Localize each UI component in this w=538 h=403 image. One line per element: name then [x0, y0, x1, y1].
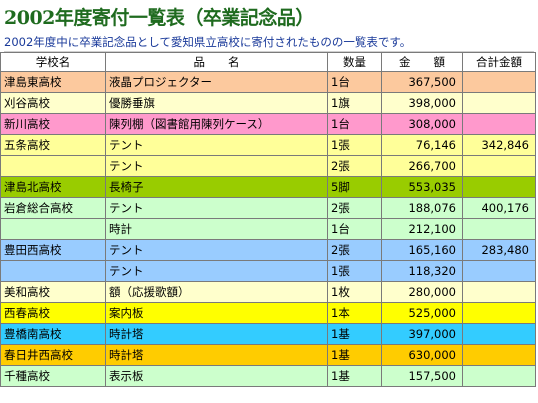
- cell-qty: 2張: [327, 197, 382, 219]
- cell-item: テント: [105, 155, 328, 177]
- table-row: 千種高校 表示板 1基 157,500: [0, 365, 536, 387]
- cell-item: 陳列棚（図書館用陳列ケース）: [105, 113, 328, 135]
- cell-school: [0, 260, 106, 282]
- cell-qty: 1旗: [327, 92, 382, 114]
- cell-qty: 1台: [327, 71, 382, 93]
- cell-item: 額（応援歌額）: [105, 281, 328, 303]
- cell-item: テント: [105, 239, 328, 261]
- cell-qty: 1台: [327, 113, 382, 135]
- cell-total: 342,846: [462, 134, 536, 156]
- cell-school: [0, 155, 106, 177]
- table-row: 時計 1台 212,100: [0, 218, 536, 240]
- cell-total: [462, 155, 536, 177]
- header-qty: 数量: [327, 52, 382, 72]
- cell-qty: 1枚: [327, 281, 382, 303]
- table-row: 美和高校 額（応援歌額） 1枚 280,000: [0, 281, 536, 303]
- cell-amount: 76,146: [381, 134, 463, 156]
- cell-total: [462, 176, 536, 198]
- cell-school: 豊田西高校: [0, 239, 106, 261]
- cell-total: [462, 365, 536, 387]
- cell-amount: 397,000: [381, 323, 463, 345]
- cell-school: 千種高校: [0, 365, 106, 387]
- cell-amount: 398,000: [381, 92, 463, 114]
- page-subtitle: 2002年度中に卒業記念品として愛知県立高校に寄付されたものの一覧表です。: [4, 33, 534, 52]
- cell-qty: 1本: [327, 302, 382, 324]
- cell-school: 五条高校: [0, 134, 106, 156]
- cell-amount: 212,100: [381, 218, 463, 240]
- cell-qty: 1基: [327, 344, 382, 366]
- table-row: テント 1張 118,320: [0, 260, 536, 282]
- table-row: テント 2張 266,700: [0, 155, 536, 177]
- cell-total: [462, 323, 536, 345]
- cell-school: 豊橋南高校: [0, 323, 106, 345]
- cell-school: 春日井西高校: [0, 344, 106, 366]
- cell-school: [0, 218, 106, 240]
- cell-qty: 1基: [327, 365, 382, 387]
- cell-total: [462, 260, 536, 282]
- header-total: 合計金額: [462, 52, 536, 72]
- cell-item: 表示板: [105, 365, 328, 387]
- cell-qty: 1張: [327, 260, 382, 282]
- page-title: 2002年度寄付一覧表（卒業記念品）: [4, 7, 314, 29]
- cell-total: [462, 71, 536, 93]
- cell-qty: 1基: [327, 323, 382, 345]
- cell-item: 時計: [105, 218, 328, 240]
- cell-school: 美和高校: [0, 281, 106, 303]
- cell-qty: 5脚: [327, 176, 382, 198]
- cell-item: 時計塔: [105, 344, 328, 366]
- cell-item: テント: [105, 260, 328, 282]
- cell-amount: 308,000: [381, 113, 463, 135]
- header-school: 学校名: [0, 52, 106, 72]
- donation-table: 学校名 品 名 数量 金 額 合計金額 津島東高校 液晶プロジェクター 1台 367,…: [0, 52, 536, 387]
- cell-item: 液晶プロジェクター: [105, 71, 328, 93]
- table-row: 津島東高校 液晶プロジェクター 1台 367,500: [0, 71, 536, 93]
- cell-amount: 553,035: [381, 176, 463, 198]
- table-row: 豊橋南高校 時計塔 1基 397,000: [0, 323, 536, 345]
- table-row: 岩倉総合高校 テント 2張 188,076 400,176: [0, 197, 536, 219]
- cell-qty: 1台: [327, 218, 382, 240]
- cell-school: 新川高校: [0, 113, 106, 135]
- header-row: 学校名 品 名 数量 金 額 合計金額: [0, 52, 536, 72]
- cell-amount: 188,076: [381, 197, 463, 219]
- cell-school: 岩倉総合高校: [0, 197, 106, 219]
- cell-amount: 280,000: [381, 281, 463, 303]
- cell-total: [462, 113, 536, 135]
- cell-amount: 157,500: [381, 365, 463, 387]
- cell-amount: 165,160: [381, 239, 463, 261]
- cell-school: 刈谷高校: [0, 92, 106, 114]
- table-row: 新川高校 陳列棚（図書館用陳列ケース） 1台 308,000: [0, 113, 536, 135]
- cell-total: [462, 344, 536, 366]
- cell-total: [462, 281, 536, 303]
- cell-total: [462, 218, 536, 240]
- cell-total: 283,480: [462, 239, 536, 261]
- table-row: 五条高校 テント 1張 76,146 342,846: [0, 134, 536, 156]
- cell-item: テント: [105, 197, 328, 219]
- cell-amount: 118,320: [381, 260, 463, 282]
- cell-amount: 367,500: [381, 71, 463, 93]
- cell-total: [462, 92, 536, 114]
- cell-amount: 525,000: [381, 302, 463, 324]
- cell-total: 400,176: [462, 197, 536, 219]
- cell-item: 時計塔: [105, 323, 328, 345]
- cell-qty: 1張: [327, 134, 382, 156]
- table-row: 豊田西高校 テント 2張 165,160 283,480: [0, 239, 536, 261]
- header-amount: 金 額: [381, 52, 463, 72]
- table-row: 西春高校 案内板 1本 525,000: [0, 302, 536, 324]
- table-row: 刈谷高校 優勝垂旗 1旗 398,000: [0, 92, 536, 114]
- cell-school: 津島東高校: [0, 71, 106, 93]
- cell-amount: 630,000: [381, 344, 463, 366]
- table-row: 春日井西高校 時計塔 1基 630,000: [0, 344, 536, 366]
- cell-item: 案内板: [105, 302, 328, 324]
- cell-school: 津島北高校: [0, 176, 106, 198]
- cell-total: [462, 302, 536, 324]
- cell-item: テント: [105, 134, 328, 156]
- cell-amount: 266,700: [381, 155, 463, 177]
- cell-school: 西春高校: [0, 302, 106, 324]
- cell-item: 長椅子: [105, 176, 328, 198]
- header-item: 品 名: [105, 52, 328, 72]
- cell-item: 優勝垂旗: [105, 92, 328, 114]
- table-row: 津島北高校 長椅子 5脚 553,035: [0, 176, 536, 198]
- cell-qty: 2張: [327, 155, 382, 177]
- cell-qty: 2張: [327, 239, 382, 261]
